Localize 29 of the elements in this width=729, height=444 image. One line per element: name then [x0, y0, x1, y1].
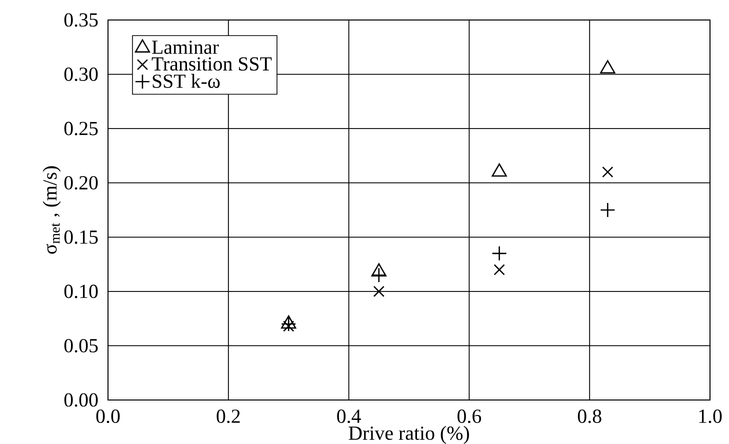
x-tick-label: 0.8	[578, 410, 602, 424]
y-tick-label: 0.30	[64, 68, 98, 82]
y-tick-label: 0.10	[64, 284, 98, 298]
x-axis-title: Drive ratio (%)	[348, 426, 469, 444]
point	[492, 246, 507, 262]
x-tick-label: 0.6	[458, 410, 482, 424]
y-tick-label: 0.00	[64, 393, 98, 407]
y-tick-label: 0.35	[64, 13, 98, 27]
point	[373, 286, 385, 298]
y-tick-label: 0.15	[64, 230, 98, 244]
point	[283, 320, 294, 332]
point	[280, 316, 296, 332]
legend-label: Transition SST	[152, 57, 272, 71]
x-tick-label: 1.0	[699, 410, 722, 424]
point	[600, 60, 616, 74]
y-axis-title: σ$_{met}$ , (m/s)	[42, 166, 61, 254]
y-tick-label: 0.25	[64, 122, 98, 136]
point	[371, 267, 387, 283]
point	[602, 166, 614, 178]
x-tick-label: 0.4	[337, 410, 361, 424]
point	[600, 202, 616, 218]
x-tick-label: 0.2	[216, 410, 240, 424]
legend-label: Laminar	[152, 40, 219, 54]
y-tick-label: 0.20	[64, 176, 98, 190]
y-tick-label: 0.05	[64, 338, 98, 352]
point	[492, 163, 507, 177]
point	[494, 264, 505, 276]
x-tick-label: 0.0	[96, 410, 120, 424]
legend-label: SST k-ω	[152, 74, 220, 88]
